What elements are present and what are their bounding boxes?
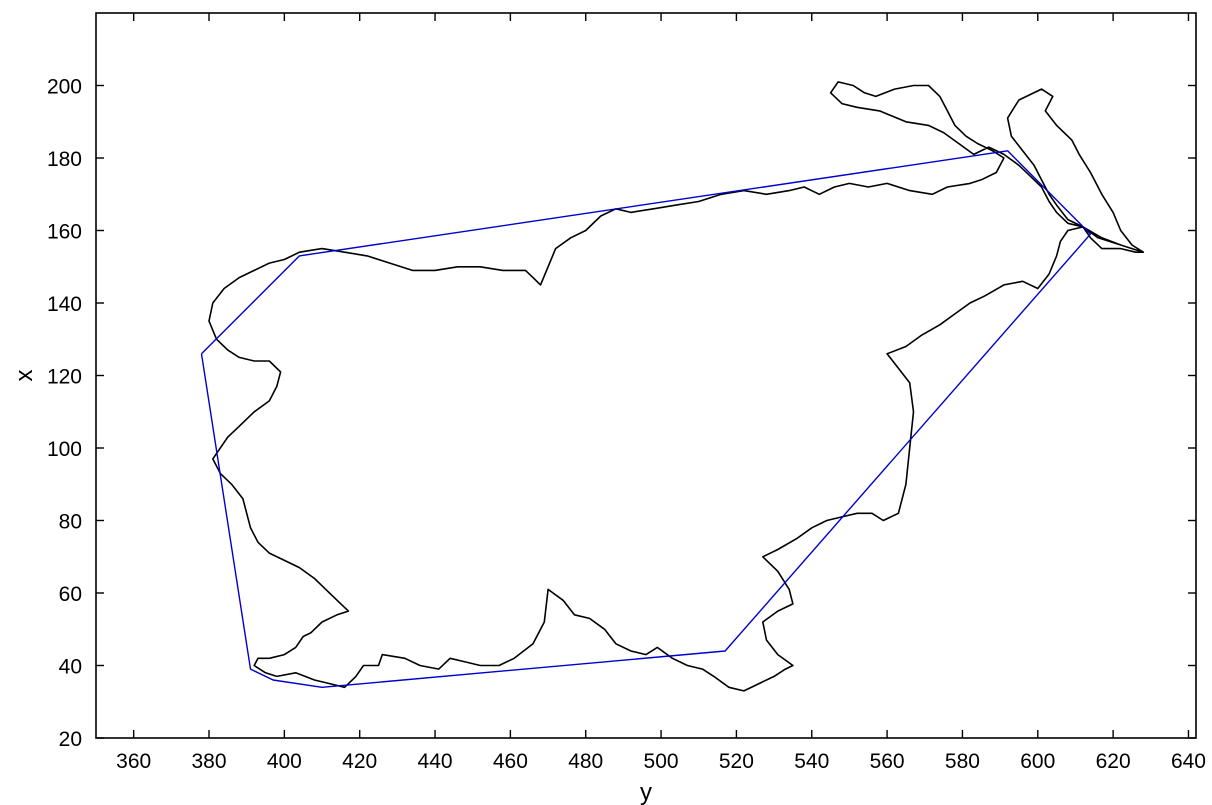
x-tick-label: 600 <box>1020 750 1055 773</box>
x-tick-label: 460 <box>493 750 528 773</box>
series-boundary-line <box>208 81 1145 692</box>
x-tick-label: 360 <box>116 750 151 773</box>
y-tick-label: 80 <box>59 511 82 534</box>
y-tick-label: 20 <box>59 728 82 751</box>
x-tick-label: 540 <box>794 750 829 773</box>
y-tick-label: 160 <box>47 221 82 244</box>
x-tick-label: 440 <box>418 750 453 773</box>
y-tick-label: 180 <box>47 148 82 171</box>
series-hull-line <box>200 150 1092 688</box>
axes-frame <box>95 12 1197 739</box>
y-tick-label: 60 <box>59 583 82 606</box>
x-tick-label: 500 <box>644 750 679 773</box>
x-tick-label: 480 <box>568 750 603 773</box>
x-axis-label: y <box>640 779 652 805</box>
y-tick-label: 40 <box>59 656 82 679</box>
x-tick-label: 520 <box>719 750 754 773</box>
y-axis-label: x <box>11 370 38 382</box>
x-tick-label: 640 <box>1171 750 1206 773</box>
y-tick-label: 100 <box>47 438 82 461</box>
y-tick-label: 120 <box>47 366 82 389</box>
y-tick-label: 140 <box>47 293 82 316</box>
x-tick-label: 420 <box>342 750 377 773</box>
x-tick-label: 400 <box>267 750 302 773</box>
x-tick-label: 620 <box>1096 750 1131 773</box>
y-tick-label: 200 <box>47 76 82 99</box>
x-tick-label: 560 <box>870 750 905 773</box>
x-tick-label: 380 <box>191 750 226 773</box>
x-tick-label: 580 <box>945 750 980 773</box>
